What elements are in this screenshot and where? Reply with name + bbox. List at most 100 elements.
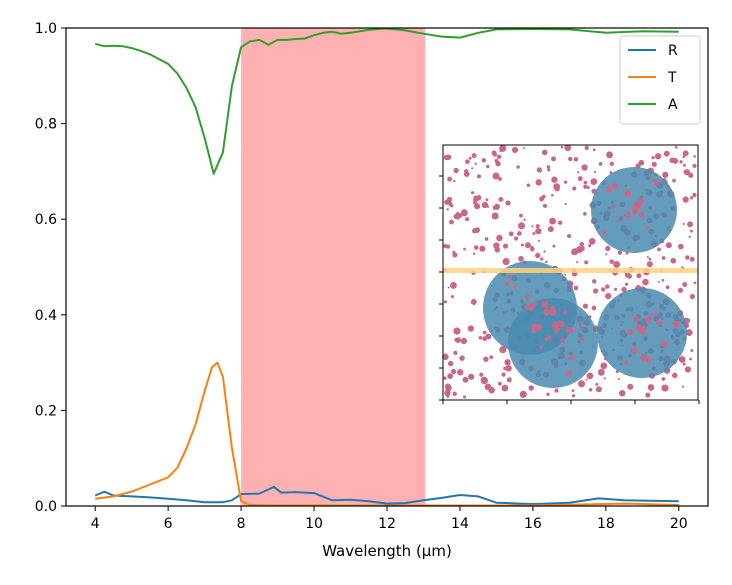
x-tick-label: 12 bbox=[378, 516, 396, 532]
y-tick-label: 1.0 bbox=[35, 21, 57, 37]
inset-particle bbox=[470, 191, 475, 195]
inset-particle bbox=[567, 327, 574, 334]
inset-particle bbox=[564, 202, 567, 206]
inset-particle bbox=[450, 204, 454, 208]
inset-particle bbox=[592, 279, 597, 284]
inset-particle bbox=[471, 167, 474, 170]
inset-particle bbox=[459, 355, 465, 361]
inset-particle bbox=[528, 385, 534, 391]
inset-particle bbox=[685, 255, 690, 260]
inset-particle bbox=[504, 359, 511, 366]
inset-particle bbox=[494, 158, 499, 163]
inset-particle bbox=[482, 330, 487, 335]
inset-particle bbox=[597, 368, 605, 376]
inset-particle bbox=[682, 281, 688, 288]
x-axis-label: Wavelength (μm) bbox=[322, 542, 452, 560]
inset-particle bbox=[453, 179, 456, 183]
inset-particle bbox=[595, 382, 599, 386]
inset-particle bbox=[535, 228, 542, 235]
inset-particle bbox=[470, 298, 477, 305]
inset-particle bbox=[678, 356, 686, 363]
inset-particle bbox=[463, 247, 466, 251]
inset-particle bbox=[476, 174, 482, 179]
inset-particle bbox=[651, 161, 657, 167]
inset-particle bbox=[501, 372, 506, 377]
inset-particle bbox=[478, 336, 483, 340]
inset-particle bbox=[586, 372, 594, 380]
inset-particle bbox=[551, 176, 558, 183]
inset-particle bbox=[582, 211, 587, 216]
legend-label-A: A bbox=[668, 97, 678, 113]
inset-particle bbox=[663, 150, 670, 157]
inset-particle bbox=[553, 327, 560, 333]
inset-particle bbox=[564, 273, 567, 276]
series-line-A bbox=[94, 27, 679, 175]
inset-particle bbox=[450, 295, 454, 299]
inset-particle bbox=[606, 151, 613, 159]
inset-particle bbox=[472, 228, 478, 234]
inset-particle bbox=[453, 350, 458, 355]
inset-particle bbox=[693, 155, 696, 158]
inset-particle bbox=[682, 362, 686, 366]
legend-label-T: T bbox=[667, 70, 677, 86]
inset-particle bbox=[646, 357, 652, 364]
inset-particle bbox=[462, 376, 469, 383]
inset-particle bbox=[462, 395, 467, 399]
inset-particle bbox=[579, 337, 584, 342]
x-tick-label: 18 bbox=[597, 516, 615, 532]
inset-particle bbox=[571, 394, 576, 398]
inset-particle bbox=[531, 328, 536, 334]
inset-particle bbox=[506, 377, 512, 383]
inset-particle bbox=[577, 380, 586, 388]
inset-particle bbox=[647, 384, 655, 391]
inset-particle bbox=[612, 204, 617, 210]
shaded-span bbox=[241, 28, 426, 506]
inset-particle bbox=[688, 172, 694, 178]
inset-particle bbox=[460, 209, 468, 217]
inset-particle bbox=[670, 257, 677, 264]
inset-particle bbox=[577, 176, 583, 182]
inset-particle bbox=[617, 377, 620, 381]
inset-particle bbox=[535, 179, 542, 186]
inset-particle bbox=[588, 244, 592, 248]
inset-particle bbox=[636, 273, 642, 279]
inset-particle bbox=[518, 255, 524, 262]
inset-particle bbox=[638, 197, 645, 204]
inset-particle bbox=[512, 284, 518, 290]
y-tick-label: 0.4 bbox=[35, 308, 57, 324]
inset-particle bbox=[443, 300, 447, 304]
inset-particle bbox=[582, 303, 589, 309]
inset-particle bbox=[677, 243, 684, 250]
inset-particle bbox=[511, 146, 519, 154]
inset-particle bbox=[683, 169, 691, 176]
inset-particle bbox=[638, 159, 645, 166]
inset-particle bbox=[657, 247, 661, 252]
inset-particle bbox=[648, 257, 652, 261]
inset-particle bbox=[685, 329, 693, 337]
inset-particle bbox=[444, 389, 451, 397]
legend-label-R: R bbox=[668, 43, 678, 59]
inset-particle bbox=[605, 253, 608, 256]
inset-particle bbox=[474, 162, 477, 165]
inset-particle bbox=[468, 156, 472, 160]
inset-particle bbox=[601, 287, 606, 292]
inset-particle bbox=[522, 147, 525, 150]
inset-particle bbox=[479, 372, 484, 377]
inset-particle bbox=[682, 222, 685, 226]
inset-particle bbox=[598, 161, 603, 166]
x-tick-label: 4 bbox=[91, 516, 100, 532]
inset-particle bbox=[465, 217, 470, 222]
inset-particle bbox=[519, 390, 527, 398]
inset-particle bbox=[486, 164, 490, 169]
inset-particle bbox=[689, 293, 696, 300]
inset-particle bbox=[549, 308, 557, 316]
inset-particle bbox=[557, 220, 563, 225]
inset-particle bbox=[473, 195, 478, 201]
inset-particle bbox=[586, 185, 590, 190]
inset-particle bbox=[492, 205, 497, 210]
inset-particle bbox=[645, 225, 650, 230]
inset-particle bbox=[661, 377, 666, 381]
inset-particle bbox=[581, 164, 588, 171]
inset-particle bbox=[450, 368, 457, 375]
inset-particle bbox=[621, 286, 627, 293]
